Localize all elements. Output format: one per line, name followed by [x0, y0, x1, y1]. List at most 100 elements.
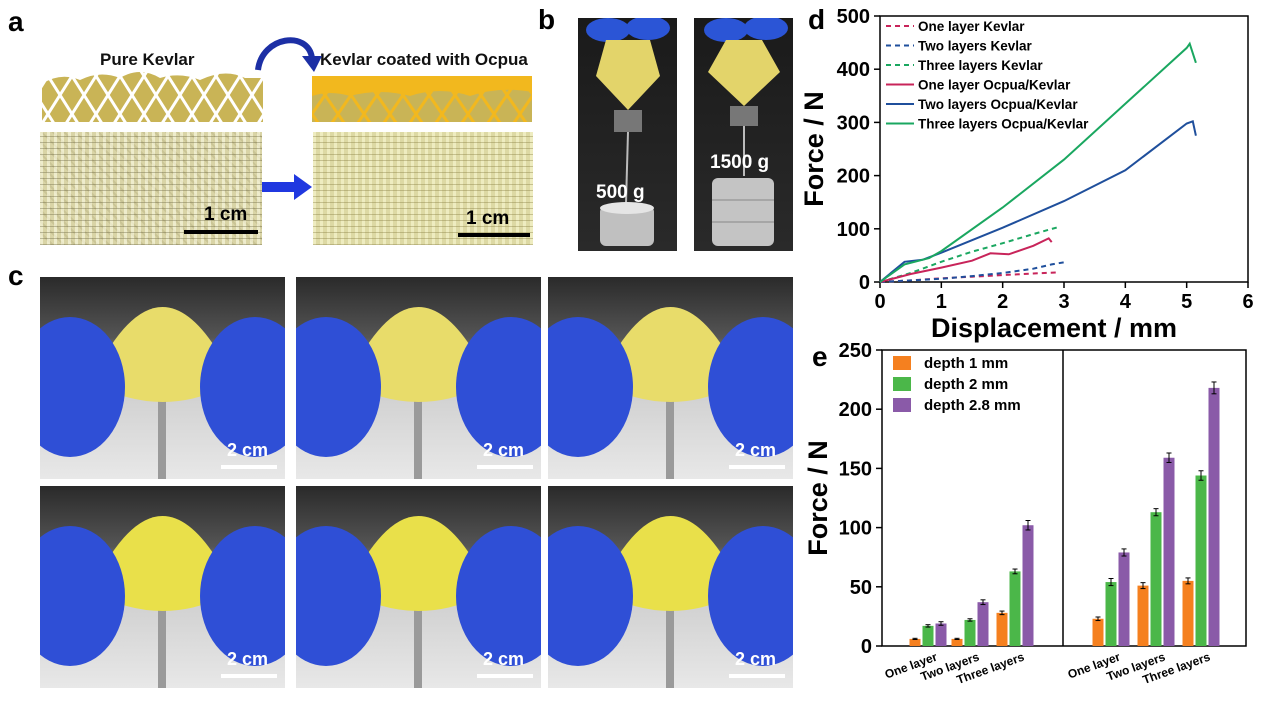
y-tick-label: 500: [837, 6, 870, 28]
coated-kevlar-title: Kevlar coated with Ocpua: [320, 50, 528, 69]
y-tick-label: 300: [837, 112, 870, 134]
bar: [1105, 582, 1117, 646]
y-tick-label: 100: [839, 518, 872, 540]
panel-label-e: e: [812, 341, 828, 372]
chart-d-group: 0 1 2 3 4 5 6 0 100 200 300 400 500 Displacement / mm…: [799, 6, 1254, 343]
series-line: [879, 237, 1053, 283]
x-tick-label: 0: [874, 291, 885, 313]
panel-a-schematic: [42, 37, 532, 200]
x-tick-label: 3: [1058, 291, 1069, 313]
scale-bar-c: [729, 674, 785, 678]
scale-bar-c: [729, 465, 785, 469]
bar: [1137, 585, 1149, 646]
bar: [1208, 387, 1220, 646]
bar: [951, 638, 963, 646]
scale-bar-a-left: [184, 230, 258, 234]
legend-label: Three layers Kevlar: [918, 58, 1043, 73]
x-tick-label: 6: [1242, 291, 1253, 313]
legend-swatch: [893, 356, 911, 370]
puncture-photo: [296, 486, 541, 688]
weight-label-1500g: 1500 g: [710, 152, 770, 173]
scale-label-a-left: 1 cm: [204, 204, 248, 225]
x-tick-label: 1: [936, 291, 947, 313]
x-tick-label: 5: [1181, 291, 1192, 313]
scale-bar-c: [221, 674, 277, 678]
pure-kevlar-photo: [40, 132, 262, 245]
bar: [1195, 475, 1207, 646]
scale-bar-c: [477, 674, 533, 678]
y-tick-label: 0: [861, 636, 872, 658]
x-tick-label: 2: [997, 291, 1008, 313]
legend-label: One layer Kevlar: [918, 19, 1025, 34]
scale-label-c: 2 cm: [735, 440, 777, 460]
bar: [1163, 457, 1175, 646]
y-tick-label: 100: [837, 219, 870, 241]
bar: [1092, 618, 1104, 646]
puncture-photo: [548, 486, 793, 688]
series-line: [879, 226, 1059, 283]
y-tick-label: 150: [839, 458, 872, 480]
legend-label: Three layers Ocpua/Kevlar: [918, 117, 1089, 132]
series-line: [879, 119, 1197, 283]
weight-label-500g: 500 g: [596, 182, 645, 203]
legend-swatch: [893, 377, 911, 391]
scale-label-c: 2 cm: [227, 440, 269, 460]
weight-photo-1500g: [694, 18, 793, 251]
puncture-photo: [296, 277, 541, 479]
scale-label-c: 2 cm: [483, 440, 525, 460]
scale-label-c: 2 cm: [735, 649, 777, 669]
bar: [909, 638, 921, 646]
scale-label-a-right: 1 cm: [466, 208, 510, 229]
legend-label: depth 2 mm: [924, 376, 1008, 393]
scale-bar-a-right: [458, 233, 530, 237]
bar: [1009, 571, 1021, 646]
curved-arrow-icon: [255, 37, 315, 71]
legend-label: Two layers Kevlar: [918, 39, 1033, 54]
panel-label-a: a: [8, 6, 24, 37]
y-tick-label: 400: [837, 59, 870, 81]
bar: [1022, 525, 1034, 646]
pure-kevlar-schematic: [42, 72, 263, 122]
scale-bar-c: [477, 465, 533, 469]
plot-frame: [881, 349, 1247, 647]
scale-label-c: 2 cm: [483, 649, 525, 669]
legend-label: One layer Ocpua/Kevlar: [918, 78, 1071, 93]
weight-photo-500g: [578, 18, 677, 251]
series-line: [879, 41, 1197, 283]
bar: [964, 619, 976, 646]
bar: [1150, 512, 1162, 646]
y-tick-label: 0: [859, 272, 870, 294]
y-axis-label: Force / N: [799, 91, 829, 207]
series-line: [879, 261, 1065, 283]
bar: [935, 623, 947, 646]
right-arrow-icon: [260, 174, 312, 200]
panel-label-d: d: [808, 4, 826, 35]
legend-swatch: [893, 398, 911, 412]
scale-label-c: 2 cm: [227, 649, 269, 669]
y-tick-label: 250: [839, 340, 872, 362]
y-tick-label: 50: [850, 577, 872, 599]
panel-label-c: c: [8, 260, 24, 291]
bar: [977, 602, 989, 646]
bar: [996, 612, 1008, 646]
x-axis-label: Displacement / mm: [931, 313, 1177, 343]
puncture-photo: [40, 277, 285, 479]
y-tick-label: 200: [839, 399, 872, 421]
panel-label-b: b: [538, 4, 556, 35]
y-tick-label: 200: [837, 166, 870, 188]
bar: [1182, 580, 1194, 646]
bar: [922, 625, 934, 646]
scale-bar-c: [221, 465, 277, 469]
bar: [1118, 552, 1130, 646]
legend-label: depth 1 mm: [924, 355, 1008, 372]
pure-kevlar-title: Pure Kevlar: [100, 50, 195, 69]
coated-kevlar-photo: [313, 132, 533, 245]
y-axis-label: Force / N: [803, 440, 833, 556]
legend-label: Two layers Ocpua/Kevlar: [918, 97, 1078, 112]
puncture-photo: [40, 486, 285, 688]
legend-label: depth 2.8 mm: [924, 397, 1021, 414]
puncture-photo: [548, 277, 793, 479]
x-tick-label: 4: [1120, 291, 1132, 313]
